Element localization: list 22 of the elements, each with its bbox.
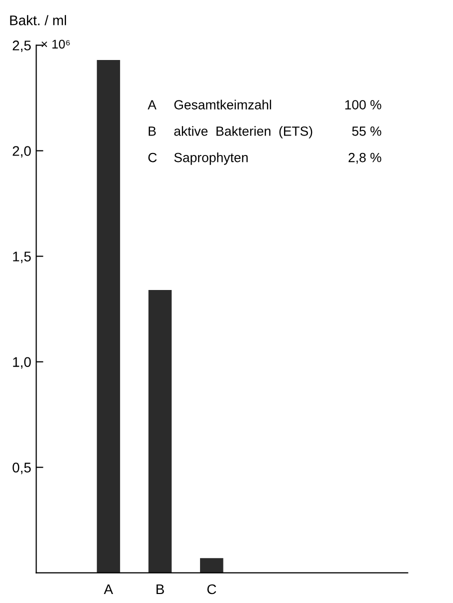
- bar: [148, 290, 172, 573]
- y-tick-label: 0,5: [12, 462, 31, 474]
- text: 2,8 %: [348, 152, 382, 164]
- y-tick-label: 1,5: [13, 252, 31, 264]
- x-tick-label: A: [104, 584, 114, 594]
- text: 55 %: [352, 126, 382, 136]
- y-tick-label: 1,0: [13, 357, 31, 369]
- annotation: aktive Bakterien (ETS): [174, 126, 312, 138]
- y-axis-title: Bakt. / ml: [10, 15, 66, 26]
- annotation: B: [148, 126, 156, 136]
- text: 100 %: [345, 100, 382, 110]
- annotation: Gesamtkeimzahl: [174, 100, 272, 110]
- y-tick-label: 2,5: [12, 40, 31, 52]
- annotation: C: [148, 152, 157, 162]
- bar: [96, 60, 120, 573]
- bar: [200, 558, 224, 573]
- y-tick-label: 2,0: [12, 146, 31, 158]
- text: × 10⁶: [42, 40, 70, 49]
- annotation: A: [148, 100, 156, 110]
- x-tick-label: B: [156, 584, 164, 594]
- annotation: Saprophyten: [174, 152, 248, 165]
- x-tick-label: C: [207, 584, 216, 594]
